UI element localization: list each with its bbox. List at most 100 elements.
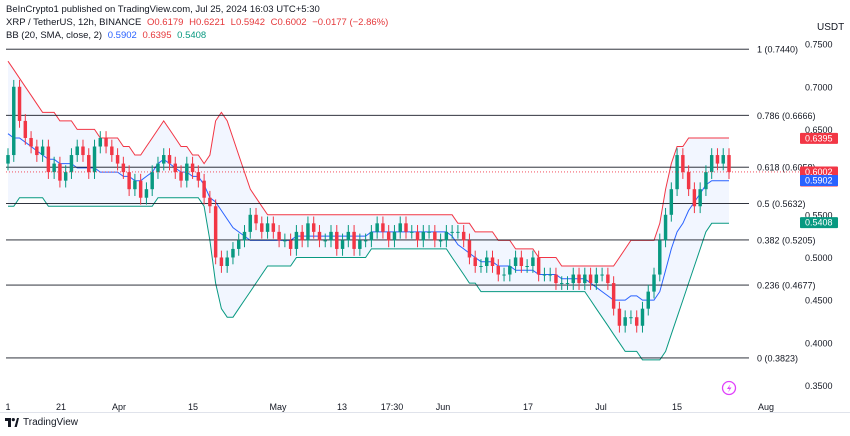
candle-body (127, 172, 131, 190)
x-tick-label: Aug (758, 402, 774, 412)
candle-body (508, 266, 512, 275)
tradingview-logo-icon (5, 418, 19, 427)
candle-body (519, 257, 524, 267)
candle-body (162, 155, 166, 164)
lightning-icon[interactable] (721, 380, 737, 396)
y-tick-label: 0.5000 (805, 253, 833, 263)
fib-label-0.618: 0.618 (0.6058) (757, 163, 816, 173)
candle-body (513, 257, 518, 267)
candle-body (525, 266, 529, 268)
candle-body (35, 146, 39, 156)
x-tick-label: 15 (188, 402, 198, 412)
bb-upper-line (7, 60, 729, 267)
candle-body (681, 155, 685, 173)
candle-body (133, 180, 137, 190)
candle-body (606, 274, 610, 284)
candle-body (386, 231, 391, 241)
currency-label[interactable]: USDT (817, 22, 844, 33)
bb-line: BB (20, SMA, close, 2) 0.5902 0.6395 0.5… (6, 30, 209, 42)
candle-body (300, 231, 304, 241)
change-value: −0.0177 (−2.86%) (312, 17, 389, 28)
footer-brand[interactable]: TradingView (23, 417, 79, 428)
candle-body (202, 180, 206, 198)
candle-body (260, 223, 264, 232)
candle-body (398, 223, 402, 232)
candle-body (190, 163, 195, 173)
candle-body (381, 223, 385, 232)
fib-label-0.236: 0.236 (0.4677) (757, 281, 816, 291)
y-tick-label: 0.7000 (805, 82, 833, 92)
candle-body (323, 240, 327, 242)
candle-body (715, 155, 720, 164)
candle-body (629, 317, 633, 319)
bb-lower-tag-text: 0.5408 (805, 218, 833, 228)
candle-body (588, 274, 593, 284)
candle-body (115, 155, 120, 164)
candle-body (225, 257, 229, 267)
candle-body (98, 137, 103, 147)
close-value: C0.6002 (270, 17, 307, 28)
candle-body (611, 283, 616, 309)
bb-upper-value: 0.6395 (142, 30, 172, 41)
y-tick-label: 0.3500 (805, 381, 833, 391)
y-tick-label: 0.7500 (805, 40, 833, 50)
x-tick-label: 21 (56, 402, 66, 412)
candle-body (363, 240, 368, 242)
x-tick-label: 17 (523, 402, 533, 412)
candle-body (698, 189, 702, 207)
candle-body (634, 317, 639, 326)
candle-body (81, 146, 85, 156)
candle-body (179, 172, 183, 181)
published-line: BeInCrypto1 published on TradingView.com… (6, 4, 320, 15)
y-tick-label: 0.5500 (805, 210, 833, 220)
candle-body (415, 231, 420, 241)
candle-body (669, 189, 674, 215)
candle-body (150, 172, 154, 190)
fib-label-1: 1 (0.7440) (757, 45, 798, 55)
bb-basis-tag-text: 0.5902 (805, 175, 833, 185)
candle-body (652, 274, 656, 292)
candle-body (17, 86, 22, 121)
candle-body (87, 155, 91, 173)
bb-indicator-label[interactable]: BB (20, SMA, close, 2) (6, 30, 103, 41)
candle-body (75, 146, 79, 156)
candle-body (438, 240, 443, 242)
candle-body (340, 240, 345, 249)
footer: TradingView (5, 417, 78, 428)
fib-label-0.382: 0.382 (0.5205) (757, 235, 816, 245)
candle-body (404, 223, 408, 232)
candle-body (346, 231, 351, 241)
candle-body (658, 240, 662, 275)
symbol-label[interactable]: XRP / TetherUS, 12h, BINANCE (6, 17, 142, 28)
candle-body (444, 231, 449, 241)
candle-body (646, 291, 650, 309)
candle-body (421, 231, 426, 241)
candle-body (461, 231, 466, 241)
candle-body (248, 214, 252, 232)
candle-body (433, 231, 437, 241)
low-value: L0.5942 (230, 17, 265, 28)
candle-body (156, 163, 160, 173)
candle-body (456, 231, 460, 233)
candle-body (283, 240, 287, 242)
candle-body (450, 231, 454, 233)
candle-body (144, 189, 149, 198)
candle-body (375, 223, 379, 232)
candle-body (110, 146, 114, 156)
candle-body (410, 231, 414, 233)
x-tick-label: Jul (595, 402, 607, 412)
candle-body (559, 283, 564, 285)
candle-body (40, 146, 45, 156)
candle-body (600, 274, 604, 276)
candle-body (727, 155, 731, 173)
candle-body (427, 231, 431, 233)
candle-body (52, 163, 56, 173)
fib-label-0.786: 0.786 (0.6666) (757, 111, 816, 121)
candle-body (69, 155, 74, 173)
candle-body (692, 189, 697, 207)
candle-body (554, 274, 558, 284)
candle-body (352, 231, 356, 249)
candle-body (231, 248, 235, 258)
candle-body (12, 86, 16, 156)
